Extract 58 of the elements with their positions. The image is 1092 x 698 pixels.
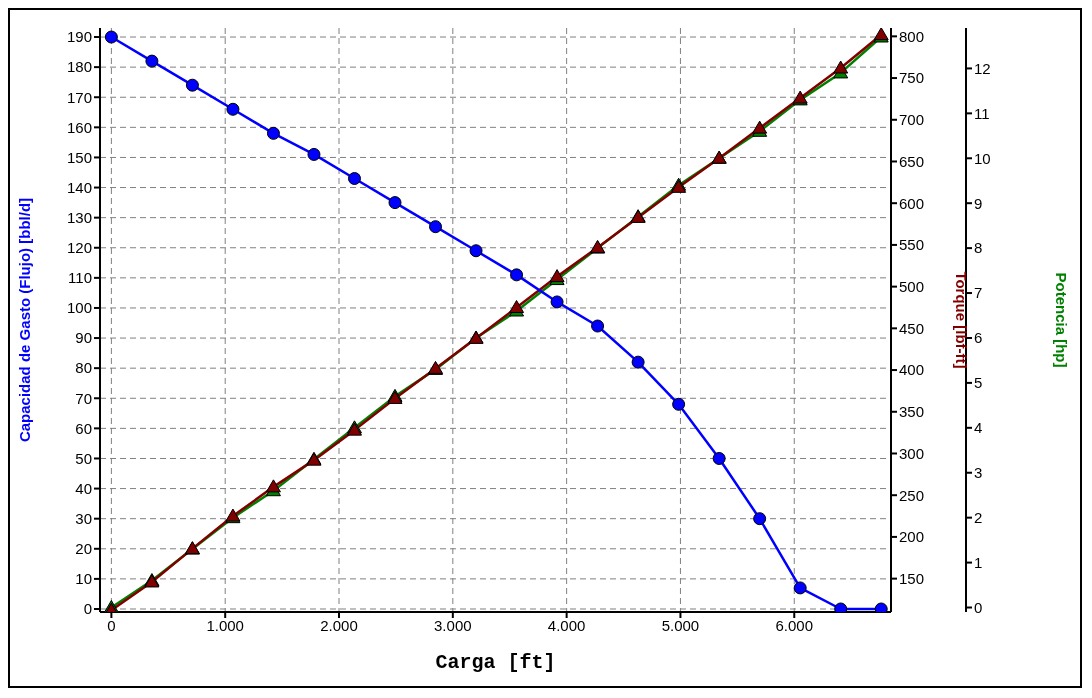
y-tick-label: 120: [66, 239, 92, 257]
x-tick-label: 2.000: [320, 616, 358, 634]
x-tick-label: 0: [107, 616, 116, 634]
y-tick-label: 90: [75, 329, 92, 347]
y3-tick-label: 8: [974, 239, 983, 257]
y3-tick-label: 2: [974, 508, 983, 526]
y2-tick-label: 350: [899, 403, 925, 421]
y-tick-label: 60: [75, 419, 92, 437]
x-tick-label: 1.000: [206, 616, 244, 634]
x-tick-label: 3.000: [434, 616, 472, 634]
y3-tick-label: 9: [974, 194, 983, 212]
y3-tick-label: 1: [974, 553, 983, 571]
y-tick-label: 170: [66, 88, 92, 106]
y2-tick-label: 300: [899, 444, 925, 462]
y2-tick-label: 600: [899, 194, 925, 212]
y2-tick-label: 550: [899, 236, 925, 254]
y2-tick-label: 200: [899, 528, 925, 546]
x-tick-label: 5.000: [661, 616, 700, 634]
y2-tick-label: 800: [899, 27, 925, 45]
y3-tick-label: 0: [974, 598, 983, 616]
y-tick-label: 140: [66, 178, 92, 196]
y-axis-title: Capacidad de Gasto (Flujo) [bbl/d]: [16, 197, 34, 443]
y-tick-label: 190: [66, 28, 92, 46]
y-tick-label: 30: [75, 510, 92, 528]
y-tick-label: 80: [75, 359, 92, 377]
y-tick-label: 130: [66, 208, 92, 226]
y3-tick-label: 4: [974, 419, 983, 437]
y-tick-label: 160: [66, 118, 92, 136]
y-tick-label: 70: [75, 389, 92, 407]
y-tick-label: 20: [75, 540, 92, 558]
y2-tick-label: 400: [899, 361, 925, 379]
y3-tick-label: 10: [974, 149, 991, 167]
x-axis-title: Carga [ft]: [435, 651, 556, 674]
y2-tick-label: 700: [899, 111, 925, 129]
y-tick-label: 180: [66, 58, 92, 76]
x-tick-label: 4.000: [547, 616, 586, 634]
y3-tick-label: 11: [974, 104, 990, 122]
y2-tick-label: 250: [899, 486, 925, 504]
y3-tick-label: 5: [974, 374, 983, 392]
y3-tick-label: 6: [974, 329, 983, 347]
y2-tick-label: 500: [899, 277, 925, 295]
y2-tick-label: 650: [899, 152, 925, 170]
y-tick-label: 110: [68, 269, 92, 287]
y-tick-label: 150: [66, 148, 92, 166]
y2-tick-label: 450: [899, 319, 925, 337]
y3-tick-label: 7: [974, 284, 983, 302]
y-tick-label: 100: [66, 299, 92, 317]
y3-tick-label: 3: [974, 464, 983, 482]
y-tick-label: 10: [75, 570, 92, 588]
y2-tick-label: 750: [899, 69, 925, 87]
y-tick-label: 0: [83, 600, 92, 618]
y-tick-label: 40: [75, 479, 92, 497]
y2-tick-label: 150: [899, 569, 925, 587]
y3-axis-title: Potencia [hp]: [1052, 272, 1070, 368]
y-tick-label: 50: [75, 449, 92, 467]
y2-axis-title: Torque [lbf-ft]: [952, 271, 970, 369]
x-tick-label: 6.000: [775, 616, 814, 634]
y3-tick-label: 12: [974, 59, 991, 77]
